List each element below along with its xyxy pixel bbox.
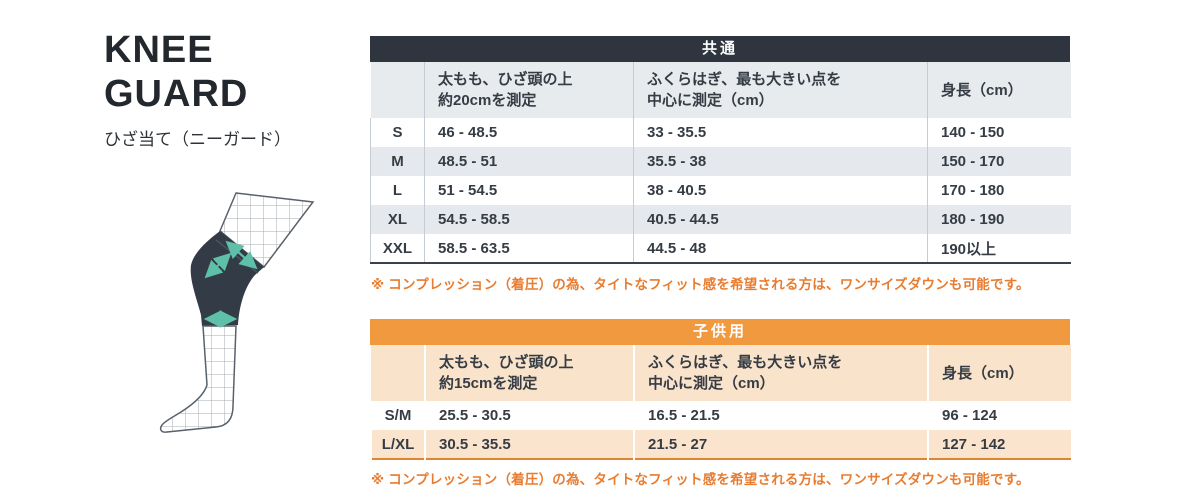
height-cell: 140 - 150 <box>927 118 1071 147</box>
height-column-header: 身長（cm） <box>927 62 1071 118</box>
lower-leg-foot-wireframe <box>159 325 237 433</box>
table-row: XXL 58.5 - 63.5 44.5 - 48 190以上 <box>370 234 1071 263</box>
compression-note-kids: ※ コンプレッション（着圧）の為、タイトなフィット感を希望される方は、ワンサイズ… <box>371 472 1030 487</box>
thigh-cell: 46 - 48.5 <box>424 118 634 147</box>
thigh-column-header: 太もも、ひざ頭の上 約20cmを測定 <box>424 62 634 118</box>
height-cell: 180 - 190 <box>927 205 1071 234</box>
size-cell: L <box>370 176 425 205</box>
calf-cell: 38 - 40.5 <box>633 176 928 205</box>
product-title: KNEE GUARD <box>104 28 291 116</box>
size-cell: S/M <box>370 401 425 430</box>
common-size-table: 共通 太もも、ひざ頭の上 約20cmを測定 ふくらはぎ、最も大きい点を 中心に測… <box>370 36 1071 264</box>
table-row: L 51 - 54.5 38 - 40.5 170 - 180 <box>370 176 1071 205</box>
table-row: S 46 - 48.5 33 - 35.5 140 - 150 <box>370 118 1071 147</box>
height-cell: 170 - 180 <box>927 176 1071 205</box>
thigh-cell: 30.5 - 35.5 <box>424 430 634 459</box>
thigh-cell: 54.5 - 58.5 <box>424 205 634 234</box>
thigh-measure-arrow <box>225 240 258 270</box>
table-row: XL 54.5 - 58.5 40.5 - 44.5 180 - 190 <box>370 205 1071 234</box>
calf-column-header: ふくらはぎ、最も大きい点を 中心に測定（cm） <box>633 345 928 401</box>
calf-cell: 35.5 - 38 <box>633 147 928 176</box>
calf-cell: 40.5 - 44.5 <box>633 205 928 234</box>
table-row: S/M 25.5 - 30.5 16.5 - 21.5 96 - 124 <box>370 401 1071 430</box>
product-subtitle: ひざ当て（ニーガード） <box>104 130 291 149</box>
height-cell: 150 - 170 <box>927 147 1071 176</box>
height-cell: 127 - 142 <box>927 430 1071 459</box>
common-table-title: 共通 <box>370 36 1070 62</box>
kids-size-table: 子供用 太もも、ひざ頭の上 約15cmを測定 ふくらはぎ、最も大きい点を 中心に… <box>370 319 1071 460</box>
product-title-line1: KNEE <box>104 29 214 71</box>
product-title-line2: GUARD <box>104 73 249 115</box>
kids-table: 太もも、ひざ頭の上 約15cmを測定 ふくらはぎ、最も大きい点を 中心に測定（c… <box>370 345 1071 460</box>
above-knee-measure-arrow <box>204 252 232 279</box>
thigh-cell: 48.5 - 51 <box>424 147 634 176</box>
thigh-column-header: 太もも、ひざ頭の上 約15cmを測定 <box>424 345 634 401</box>
calf-cell: 16.5 - 21.5 <box>633 401 928 430</box>
leg-illustration <box>146 192 338 489</box>
kids-header-row: 太もも、ひざ頭の上 約15cmを測定 ふくらはぎ、最も大きい点を 中心に測定（c… <box>371 345 1071 401</box>
calf-cell: 21.5 - 27 <box>633 430 928 459</box>
height-cell: 190以上 <box>927 234 1071 263</box>
size-cell: L/XL <box>370 430 425 459</box>
size-column-header <box>371 345 425 401</box>
common-header-row: 太もも、ひざ頭の上 約20cmを測定 ふくらはぎ、最も大きい点を 中心に測定（c… <box>370 62 1071 118</box>
common-table: 太もも、ひざ頭の上 約20cmを測定 ふくらはぎ、最も大きい点を 中心に測定（c… <box>370 62 1071 264</box>
calf-cell: 44.5 - 48 <box>633 234 928 263</box>
table-row: M 48.5 - 51 35.5 - 38 150 - 170 <box>370 147 1071 176</box>
knee-guard-diagram-svg <box>159 192 315 433</box>
table-row: L/XL 30.5 - 35.5 21.5 - 27 127 - 142 <box>370 430 1071 459</box>
size-cell: M <box>370 147 425 176</box>
compression-note-common: ※ コンプレッション（着圧）の為、タイトなフィット感を希望される方は、ワンサイズ… <box>371 277 1030 292</box>
height-cell: 96 - 124 <box>927 401 1071 430</box>
thigh-cell: 25.5 - 30.5 <box>424 401 634 430</box>
thigh-cell: 58.5 - 63.5 <box>424 234 634 263</box>
calf-column-header: ふくらはぎ、最も大きい点を 中心に測定（cm） <box>633 62 928 118</box>
height-column-header: 身長（cm） <box>927 345 1071 401</box>
size-column-header <box>370 62 425 118</box>
product-title-block: KNEE GUARD ひざ当て（ニーガード） <box>104 28 291 150</box>
thigh-cell: 51 - 54.5 <box>424 176 634 205</box>
size-cell: XL <box>370 205 425 234</box>
size-cell: S <box>370 118 425 147</box>
size-cell: XXL <box>370 234 425 263</box>
kids-table-title: 子供用 <box>370 319 1070 345</box>
calf-cell: 33 - 35.5 <box>633 118 928 147</box>
